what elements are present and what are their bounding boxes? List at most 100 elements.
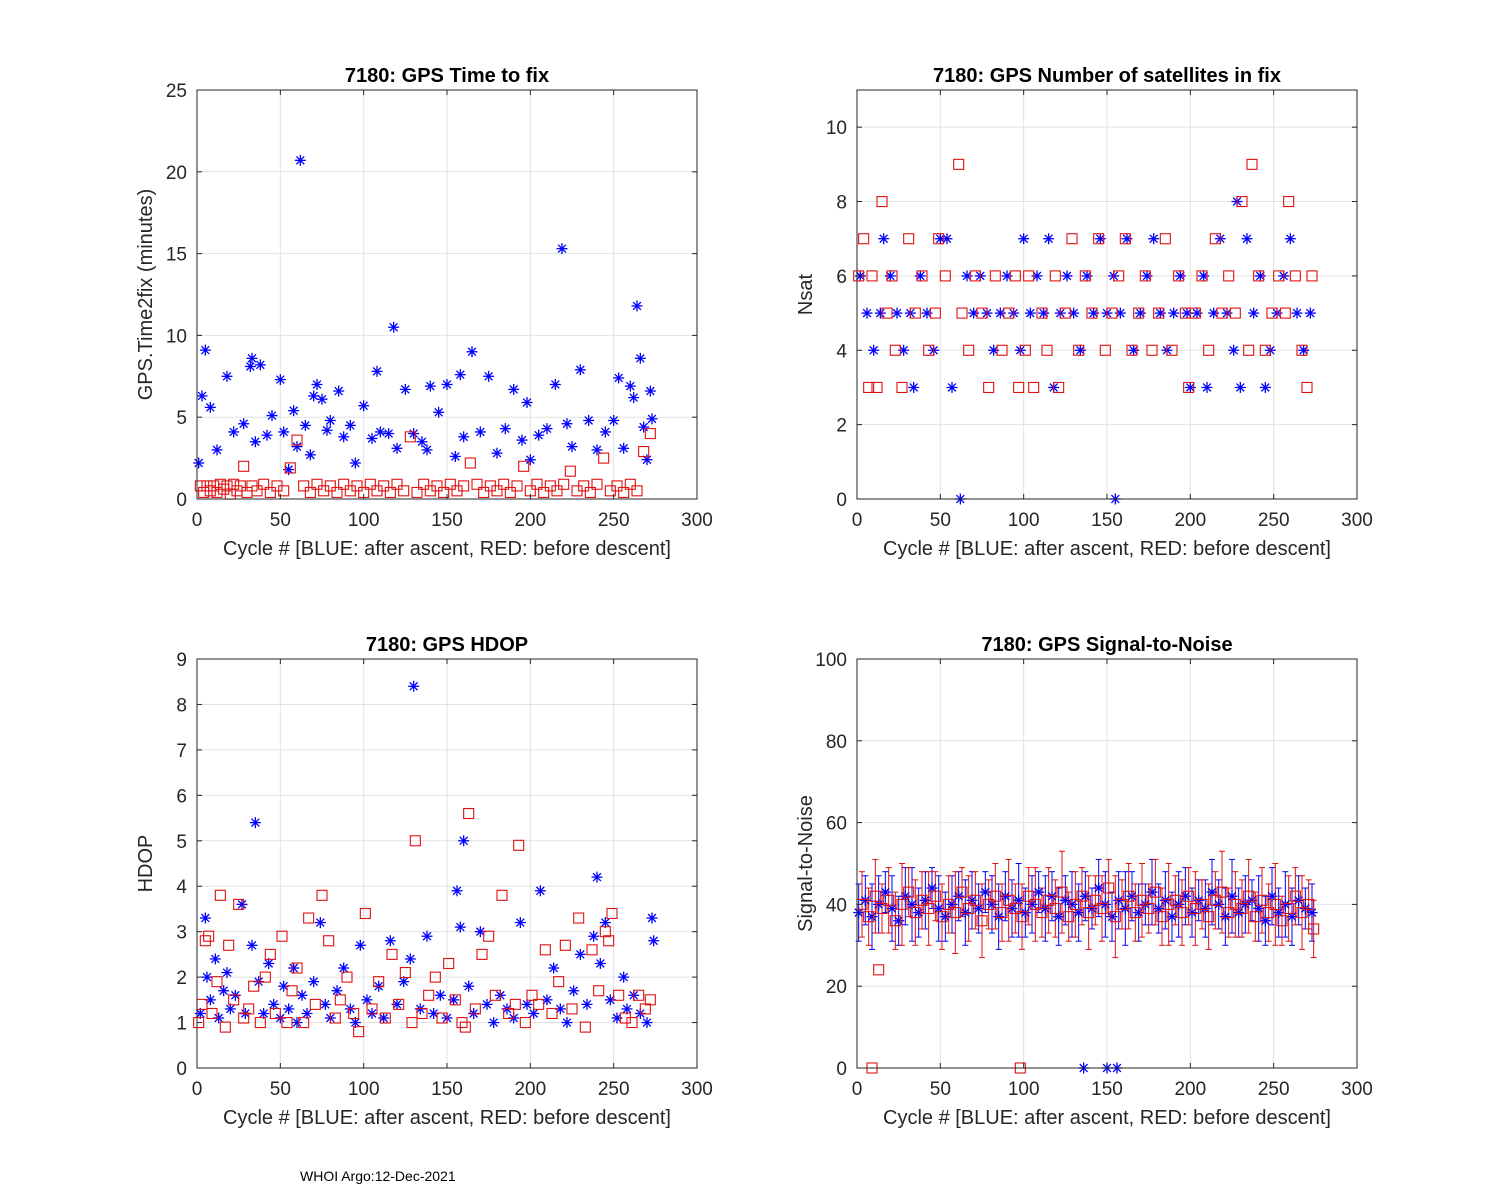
data-point-after-ascent [646, 413, 658, 425]
data-point-before-descent [909, 307, 921, 319]
data-point-before-descent [334, 994, 346, 1006]
y-tick-label: 0 [836, 490, 847, 511]
data-point-before-descent [264, 486, 276, 499]
data-point-before-descent [348, 1007, 360, 1020]
data-point-before-descent [969, 270, 981, 282]
data-point-before-descent [324, 480, 336, 492]
data-point-after-ascent [1019, 907, 1031, 919]
data-point-after-ascent [1059, 894, 1071, 906]
x-tick-label: 300 [1341, 510, 1373, 531]
data-point-before-descent [869, 890, 881, 902]
data-point-after-ascent [1093, 882, 1105, 894]
y-tick-label: 4 [836, 341, 847, 362]
data-point-before-descent [1153, 307, 1165, 319]
data-point-after-ascent [354, 939, 366, 951]
data-point-after-ascent [338, 431, 350, 443]
data-point-before-descent [1289, 270, 1301, 282]
data-point-after-ascent [959, 907, 971, 919]
data-point-before-descent [976, 915, 988, 927]
data-point-after-ascent [296, 989, 308, 1001]
data-point-before-descent [1266, 307, 1278, 319]
data-point-before-descent [1196, 270, 1208, 282]
data-point-before-descent [429, 971, 441, 983]
data-point-after-ascent [388, 321, 400, 333]
data-point-after-ascent [556, 243, 568, 255]
data-point-before-descent [876, 902, 888, 915]
data-point-after-ascent [193, 457, 205, 469]
data-point-after-ascent [591, 871, 603, 883]
data-point-before-descent [1176, 907, 1188, 919]
data-point-before-descent [956, 307, 968, 319]
y-tick-label: 25 [166, 81, 187, 102]
data-point-after-ascent [594, 957, 606, 969]
data-point-before-descent [193, 1017, 205, 1029]
data-point-before-descent [269, 1007, 281, 1020]
data-point-after-ascent [591, 444, 603, 456]
data-point-after-ascent [1061, 270, 1073, 282]
data-point-before-descent [291, 434, 303, 446]
data-point-before-descent [1149, 886, 1161, 898]
data-point-after-ascent [1266, 890, 1278, 902]
x-tick-label: 250 [1258, 1079, 1290, 1100]
data-point-after-ascent [873, 898, 885, 910]
data-point-before-descent [478, 486, 490, 499]
data-point-after-ascent [249, 436, 261, 448]
data-point-after-ascent [454, 369, 466, 381]
data-point-after-ascent [1208, 307, 1220, 319]
data-point-after-ascent [1273, 907, 1285, 919]
data-point-before-descent [586, 944, 598, 956]
data-point-before-descent [1036, 907, 1048, 919]
data-point-after-ascent [196, 390, 208, 402]
data-point-after-ascent [383, 428, 395, 440]
y-tick-label: 10 [826, 118, 847, 139]
data-point-before-descent [1189, 902, 1201, 915]
data-point-before-descent [1183, 890, 1195, 902]
data-point-before-descent [1209, 233, 1221, 245]
data-point-before-descent [259, 971, 271, 983]
data-point-before-descent [309, 998, 321, 1010]
y-tick-label: 80 [826, 732, 847, 753]
data-point-after-ascent [1033, 886, 1045, 898]
data-point-after-ascent [1293, 894, 1305, 906]
data-point-after-ascent [1086, 902, 1098, 914]
data-point-before-descent [443, 957, 455, 970]
data-point-after-ascent [274, 374, 286, 386]
data-point-before-descent [1003, 307, 1015, 319]
data-point-after-ascent [311, 378, 323, 390]
y-tick-label: 15 [166, 245, 187, 266]
data-point-before-descent [496, 889, 508, 901]
x-axis-label: Cycle # [BLUE: after ascent, RED: before… [223, 1107, 671, 1129]
data-point-after-ascent [1099, 898, 1111, 910]
data-point-before-descent [1189, 307, 1201, 319]
data-point-before-descent [398, 485, 410, 497]
data-point-after-ascent [294, 154, 306, 166]
data-point-before-descent [863, 381, 875, 394]
x-tick-label: 50 [270, 1079, 291, 1100]
data-point-after-ascent [1066, 898, 1078, 910]
data-point-after-ascent [366, 432, 378, 444]
data-point-before-descent [579, 1021, 591, 1033]
data-point-after-ascent [533, 429, 545, 441]
data-point-before-descent [553, 976, 565, 988]
data-point-after-ascent [874, 307, 886, 319]
data-point-before-descent [1129, 907, 1141, 919]
data-point-before-descent [251, 485, 263, 497]
y-tick-label: 9 [176, 650, 187, 671]
data-point-after-ascent [1088, 307, 1100, 319]
data-point-before-descent [1013, 381, 1025, 394]
data-point-before-descent [243, 1003, 255, 1015]
data-point-before-descent [1028, 381, 1040, 394]
data-point-before-descent [983, 898, 995, 910]
data-point-before-descent [983, 381, 995, 394]
data-point-before-descent [418, 478, 430, 490]
data-point-after-ascent [288, 405, 300, 417]
data-point-before-descent [1236, 902, 1248, 915]
data-point-before-descent [883, 894, 895, 906]
data-point-before-descent [278, 485, 290, 497]
x-tick-label: 0 [852, 1079, 863, 1100]
data-point-before-descent [1276, 915, 1288, 927]
data-point-before-descent [963, 902, 975, 915]
data-point-before-descent [1283, 195, 1295, 208]
data-point-after-ascent [568, 985, 580, 997]
data-point-before-descent [469, 1003, 481, 1015]
